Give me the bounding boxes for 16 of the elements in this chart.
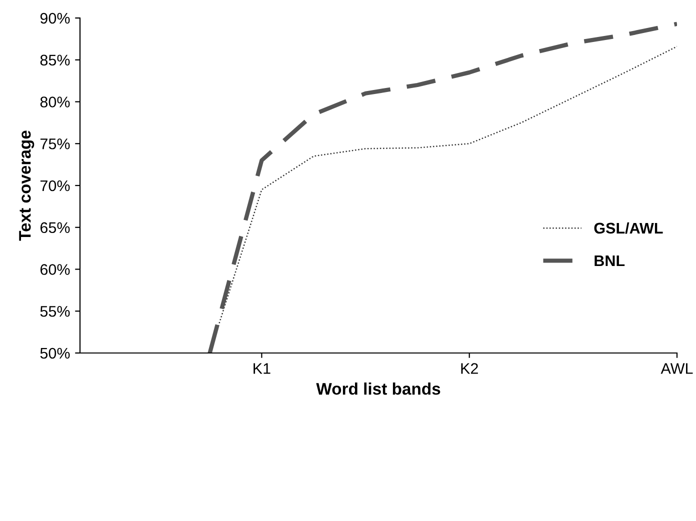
y-tick-label: 70% bbox=[40, 180, 70, 192]
y-tick-label: 75% bbox=[40, 138, 70, 150]
y-tick-label: 80% bbox=[40, 96, 70, 108]
x-tick-label: K2 bbox=[461, 363, 478, 374]
y-tick-label: 55% bbox=[40, 306, 70, 317]
y-tick-label: 65% bbox=[40, 222, 70, 234]
legend-label: GSL/AWL bbox=[594, 222, 663, 234]
x-axis-title: Word list bands bbox=[316, 382, 440, 395]
x-tick-label: AWL bbox=[660, 363, 693, 374]
y-tick-label: 85% bbox=[40, 54, 70, 66]
y-tick-label: 60% bbox=[40, 264, 70, 275]
y-axis-title: Text coverage bbox=[19, 130, 34, 241]
y-tick-label: 90% bbox=[40, 12, 70, 24]
y-tick-label: 50% bbox=[40, 348, 70, 359]
x-tick-label: K1 bbox=[254, 363, 270, 374]
legend-label: BNL bbox=[594, 256, 625, 266]
